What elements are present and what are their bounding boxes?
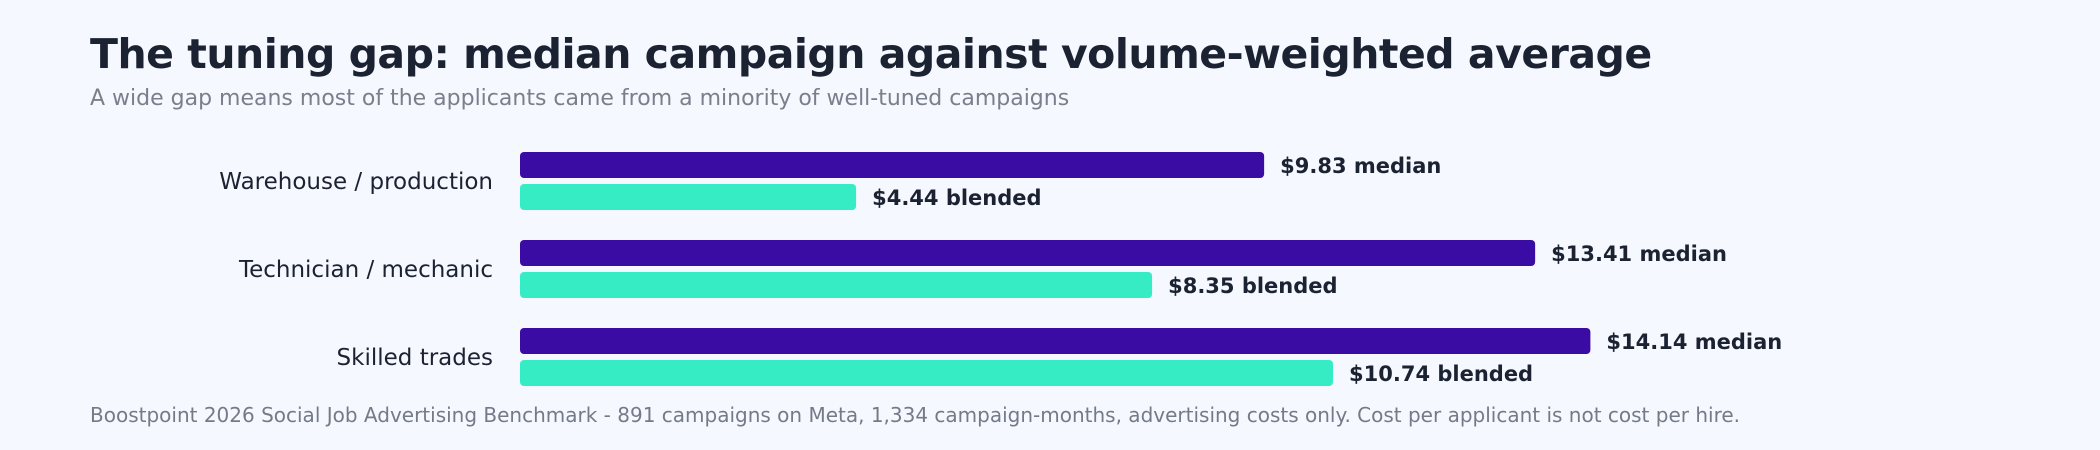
blended-bar <box>520 360 1334 386</box>
median-bar <box>520 328 1591 354</box>
category-label: Warehouse / production <box>219 169 493 195</box>
median-value-label: $13.41 median <box>1551 242 1727 266</box>
median-bar <box>520 240 1536 266</box>
category-group: Warehouse / production $9.83 median $4.44 … <box>219 152 1441 210</box>
category-label: Technician / mechanic <box>238 257 493 283</box>
median-value-label: $9.83 median <box>1280 154 1441 178</box>
category-group: Skilled trades $14.14 median $10.74 blende… <box>337 328 1782 386</box>
category-group: Technician / mechanic $13.41 median $8.35 … <box>238 240 1727 298</box>
blended-bar <box>520 184 857 210</box>
median-value-label: $14.14 median <box>1606 330 1782 354</box>
chart-subtitle: A wide gap means most of the applicants … <box>90 86 1070 111</box>
chart-title: The tuning gap: median campaign against … <box>90 30 1652 78</box>
source-note: Boostpoint 2026 Social Job Advertising B… <box>90 403 1741 427</box>
category-label: Skilled trades <box>337 345 493 371</box>
blended-value-label: $4.44 blended <box>872 186 1041 210</box>
blended-bar <box>520 272 1153 298</box>
blended-value-label: $8.35 blended <box>1168 274 1337 298</box>
median-bar <box>520 152 1265 178</box>
blended-value-label: $10.74 blended <box>1349 362 1533 386</box>
